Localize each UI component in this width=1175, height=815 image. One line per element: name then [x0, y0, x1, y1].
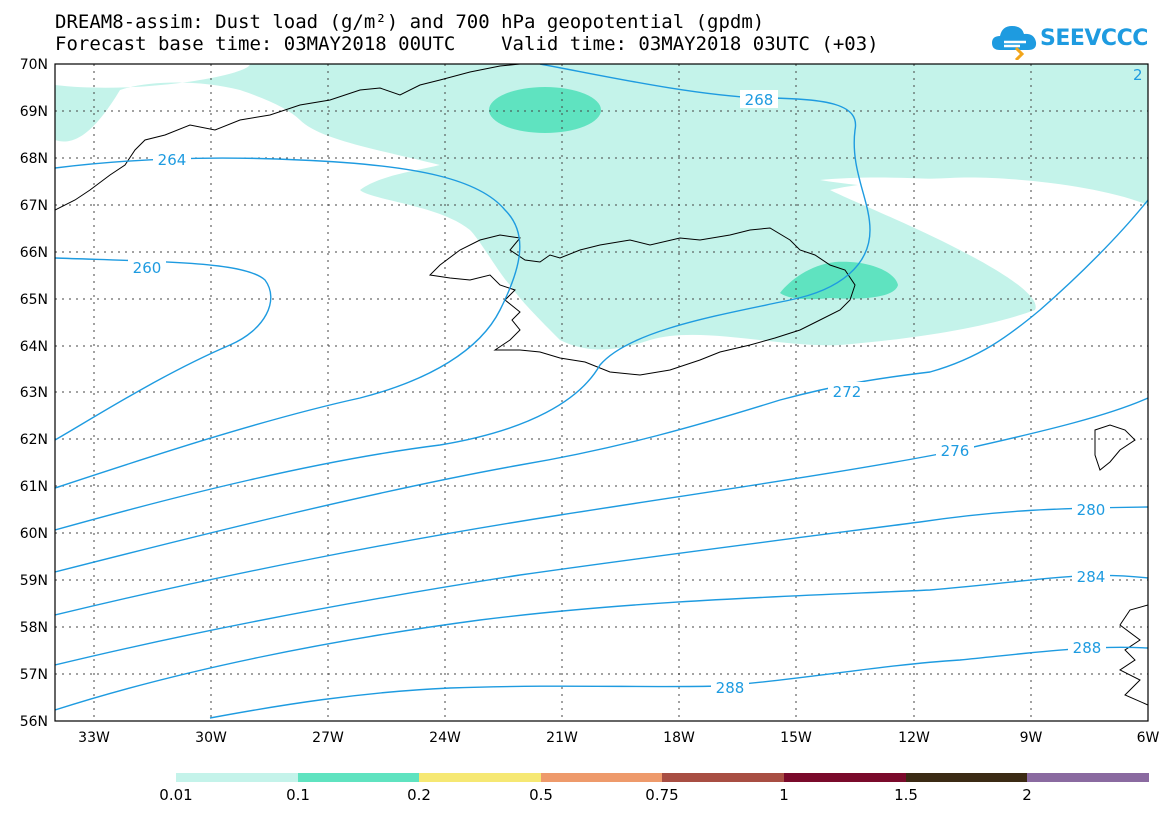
- lat-label-68n: 68N: [20, 151, 48, 167]
- dust-region-medium-east: [780, 261, 898, 300]
- lon-label-27w: 27W: [312, 730, 344, 746]
- lon-label-15w: 15W: [780, 730, 812, 746]
- dust-region-medium-north: [489, 87, 601, 133]
- dust-shading: [55, 64, 1148, 350]
- legend-label-0.75: 0.75: [645, 786, 678, 804]
- title-line2: Forecast base time: 03MAY2018 00UTC Vali…: [55, 33, 879, 55]
- colorbar-bin-8: [1027, 773, 1149, 782]
- contour-label-280: 280: [1077, 501, 1106, 519]
- lat-label-61n: 61N: [20, 479, 48, 495]
- dust-gap: [820, 177, 1000, 189]
- colorbar-bin-4: [541, 773, 662, 782]
- lat-label-60n: 60N: [20, 526, 48, 542]
- colorbar-bin-6: [784, 773, 906, 782]
- legend-label-0.01: 0.01: [159, 786, 192, 804]
- contour-272: [55, 199, 1148, 573]
- colorbar-bin-7: [906, 773, 1027, 782]
- lon-label-30w: 30W: [195, 730, 227, 746]
- lat-tick-labels: 56N 57N 58N 59N 60N 61N 62N 63N 64N 65N …: [20, 57, 48, 730]
- contour-284: [55, 574, 1148, 711]
- legend-label-0.1: 0.1: [286, 786, 310, 804]
- cloud-icon: [992, 26, 1037, 62]
- contour-label-264: 264: [158, 151, 187, 169]
- lat-label-62n: 62N: [20, 432, 48, 448]
- dust-region-light: [55, 64, 1148, 350]
- contour-label-288-east: 288: [1073, 639, 1102, 657]
- lon-label-24w: 24W: [429, 730, 461, 746]
- greenland-coastline: [55, 64, 521, 211]
- contour-280: [55, 506, 1148, 666]
- lat-label-65n: 65N: [20, 292, 48, 308]
- contour-264: [55, 157, 521, 489]
- colorbar: 0.01 0.1 0.2 0.5 0.75 1 1.5 2: [159, 773, 1149, 804]
- contour-260: [55, 257, 272, 441]
- lat-label-58n: 58N: [20, 620, 48, 636]
- legend-label-2: 2: [1022, 786, 1032, 804]
- grid: [55, 64, 1148, 721]
- lon-label-33w: 33W: [78, 730, 110, 746]
- legend-label-0.2: 0.2: [407, 786, 431, 804]
- lon-label-12w: 12W: [898, 730, 930, 746]
- contour-label-288: 288: [716, 679, 745, 697]
- lat-label-66n: 66N: [20, 245, 48, 261]
- lat-label-59n: 59N: [20, 573, 48, 589]
- contour-288: [209, 646, 1148, 719]
- lat-label-56n: 56N: [20, 714, 48, 730]
- contour-label-268: 268: [745, 91, 774, 109]
- title-line1: DREAM8-assim: Dust load (g/m²) and 700 h…: [55, 11, 765, 33]
- lon-label-6w: 6W: [1137, 730, 1160, 746]
- legend-label-1: 1: [779, 786, 789, 804]
- colorbar-bin-5: [662, 773, 784, 782]
- lat-label-70n: 70N: [20, 57, 48, 73]
- lon-label-18w: 18W: [663, 730, 695, 746]
- lat-label-63n: 63N: [20, 385, 48, 401]
- colorbar-bin-2: [298, 773, 419, 782]
- lat-label-69n: 69N: [20, 104, 48, 120]
- scotland-coastline: [1119, 604, 1148, 706]
- contour-labels: 260 264 268 272 276 280 284 288 288 2: [128, 66, 1143, 697]
- lat-label-57n: 57N: [20, 667, 48, 683]
- lon-label-9w: 9W: [1020, 730, 1043, 746]
- contour-276: [55, 397, 1148, 616]
- lon-label-21w: 21W: [546, 730, 578, 746]
- seevccc-logo: SEEVCCC: [990, 20, 1150, 62]
- colorbar-bin-3: [419, 773, 541, 782]
- contour-label-276: 276: [941, 442, 970, 460]
- coastlines: [55, 64, 1148, 706]
- faroe-coastline: [1094, 424, 1136, 471]
- lon-tick-labels: 33W 30W 27W 24W 21W 18W 15W 12W 9W 6W: [78, 730, 1159, 746]
- contour-label-260: 260: [133, 259, 162, 277]
- contour-label-272: 272: [833, 383, 862, 401]
- iceland-coastline: [428, 227, 856, 376]
- logo-text: SEEVCCC: [1040, 26, 1148, 51]
- contour-label-partial: 2: [1133, 66, 1143, 84]
- lat-label-67n: 67N: [20, 198, 48, 214]
- map-frame: [54, 63, 1149, 722]
- legend-label-1.5: 1.5: [894, 786, 918, 804]
- contour-label-284: 284: [1077, 568, 1106, 586]
- colorbar-bin-1: [176, 773, 298, 782]
- lat-label-64n: 64N: [20, 339, 48, 355]
- legend-label-0.5: 0.5: [529, 786, 553, 804]
